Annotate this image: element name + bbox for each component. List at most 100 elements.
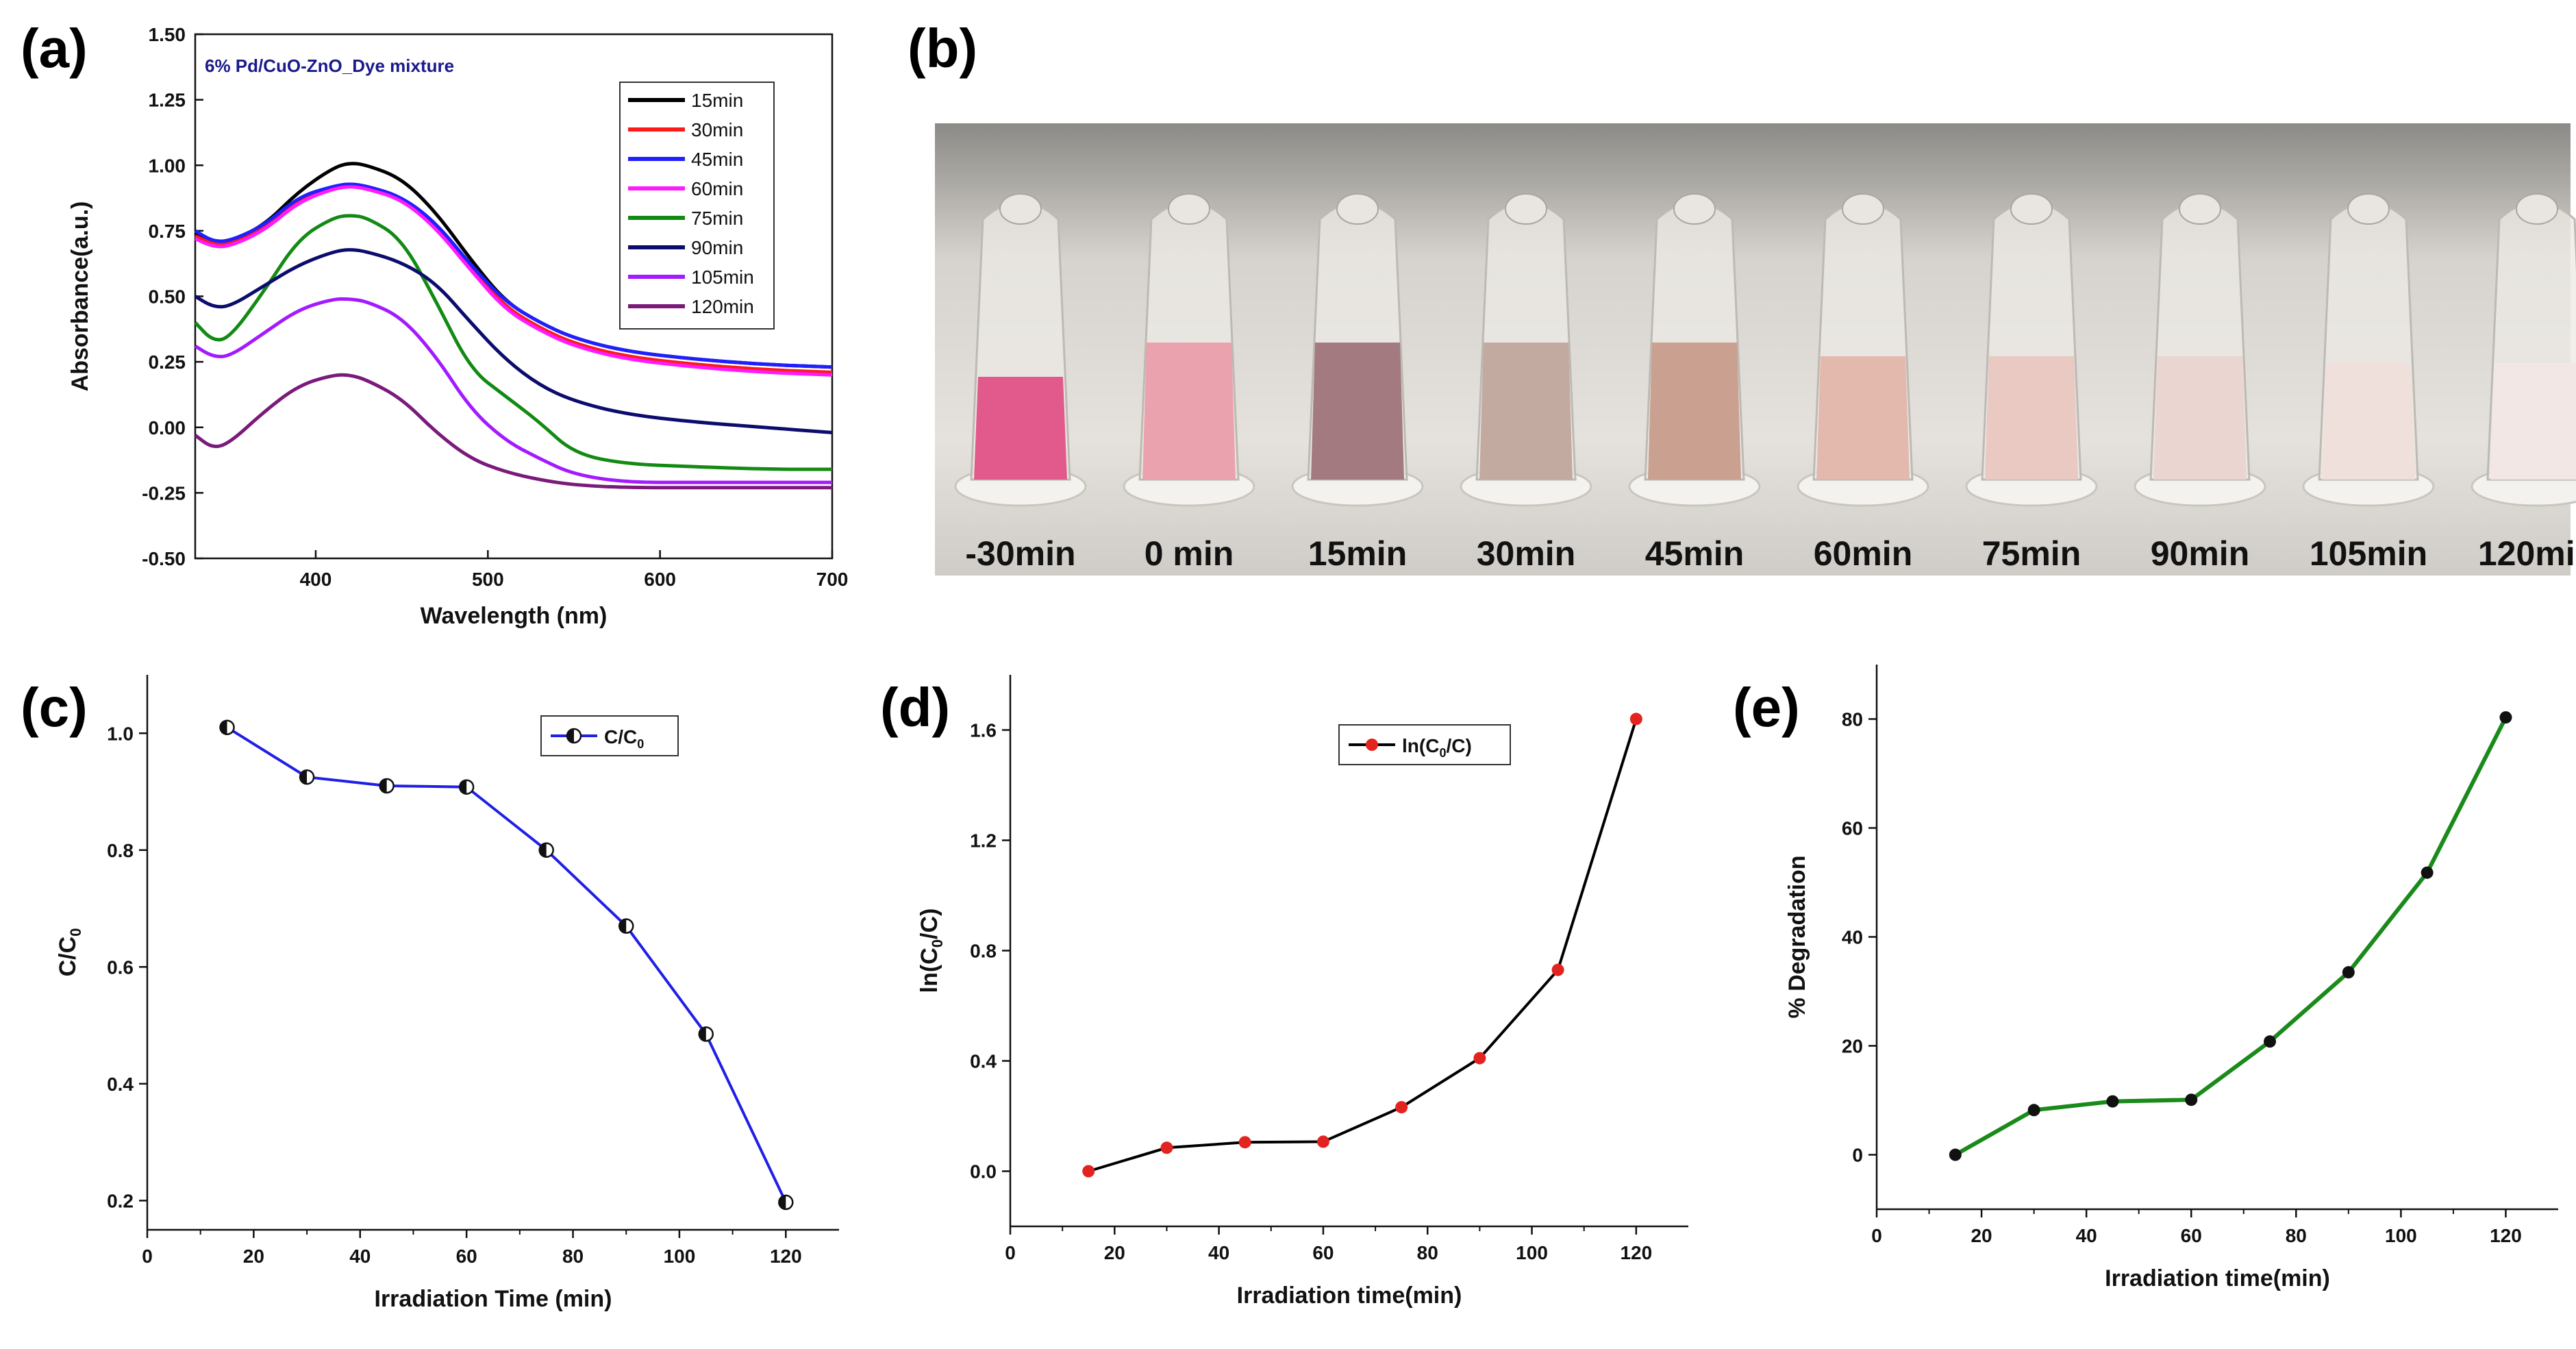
vial-cap xyxy=(999,193,1042,225)
c-legend-sub: 0 xyxy=(637,737,644,751)
c-xtick-label: 100 xyxy=(664,1246,696,1267)
vial-cap xyxy=(2516,193,2558,225)
d-ytick-label: 1.6 xyxy=(970,720,997,741)
vial-liquid xyxy=(974,377,1067,480)
a-xtick-label: 500 xyxy=(472,569,504,590)
a-legend-label: 105min xyxy=(691,267,754,288)
c-point-half xyxy=(539,843,547,857)
vial-liquid xyxy=(1648,343,1741,480)
d-ytick-label: 1.2 xyxy=(970,830,997,852)
vial-label-3: 30min xyxy=(1477,534,1576,573)
vial-0 xyxy=(954,193,1087,507)
panel-label-d: (d) xyxy=(880,677,950,738)
d-xtick-label: 80 xyxy=(1417,1242,1438,1263)
e-ytick-label: 60 xyxy=(1842,818,1863,839)
a-ytick-label: 0.00 xyxy=(149,417,186,438)
d-xtick-label: 60 xyxy=(1312,1242,1334,1263)
d-ytick-label: 0.8 xyxy=(970,941,997,962)
e-xtick-label: 40 xyxy=(2076,1225,2097,1246)
d-point xyxy=(1395,1101,1408,1114)
e-xtick-label: 20 xyxy=(1971,1225,1992,1246)
vial-label-8: 105min xyxy=(2310,534,2427,573)
c-xtick-label: 40 xyxy=(349,1246,371,1267)
d-point xyxy=(1551,963,1564,976)
e-ytick-label: 80 xyxy=(1842,709,1863,730)
chart-c-concentration: 0.2 0.4 0.6 0.8 1.0 0 20 40 60 80 100 120 Irradiatio… xyxy=(55,675,839,1312)
e-ytick-label: 40 xyxy=(1842,927,1863,948)
e-point xyxy=(2027,1104,2040,1117)
c-xlabel: Irradiation Time (min) xyxy=(375,1286,612,1312)
vial-7 xyxy=(2134,193,2266,507)
panel-label-c: (c) xyxy=(21,677,88,738)
vial-cap xyxy=(2347,193,2390,225)
vial-1 xyxy=(1123,193,1255,507)
e-series-line xyxy=(1954,716,2508,1157)
c-xtick-label: 0 xyxy=(142,1246,153,1267)
e-point xyxy=(2342,966,2355,979)
vial-liquid xyxy=(2153,356,2247,480)
vial-label-5: 60min xyxy=(1814,534,1913,573)
vial-liquid xyxy=(1311,343,1404,480)
e-xlabel: Irradiation time(min) xyxy=(2105,1265,2330,1291)
c-xtick-label: 120 xyxy=(770,1246,802,1267)
a-xtick-label: 400 xyxy=(300,569,332,590)
vial-cap xyxy=(1673,193,1716,225)
vial-label-9: 120min xyxy=(2478,534,2576,573)
e-point xyxy=(1949,1148,1962,1161)
vial-cap xyxy=(1168,193,1210,225)
a-legend-label: 15min xyxy=(691,90,743,111)
chart-d-ln-ratio: 0.0 0.4 0.8 1.2 1.6 0 20 40 60 80 100 120 Irradiatio… xyxy=(916,675,1688,1309)
c-point-half xyxy=(779,1195,786,1209)
c-ytick-label: 1.0 xyxy=(107,723,134,744)
vial-9 xyxy=(2471,193,2576,507)
vial-liquid xyxy=(2322,363,2415,480)
c-xtick-label: 20 xyxy=(243,1246,264,1267)
vial-photo: -30min 0 min 15min 30min 45min 60min 75min 90mi… xyxy=(935,123,2576,576)
vial-5 xyxy=(1797,193,1929,507)
a-ytick-label: 0.25 xyxy=(149,351,186,373)
vial-cap xyxy=(2010,193,2053,225)
e-xtick-label: 80 xyxy=(2286,1225,2307,1246)
a-title: 6% Pd/CuO-ZnO_Dye mixture xyxy=(205,55,454,76)
d-ylabel-post: /C) xyxy=(916,908,942,939)
e-xtick-label: 120 xyxy=(2490,1225,2522,1246)
vial-label-1: 0 min xyxy=(1145,534,1234,573)
a-legend-box xyxy=(619,82,775,330)
d-ytick-label: 0.0 xyxy=(970,1161,997,1183)
d-ylabel-sub: 0 xyxy=(929,939,946,948)
e-point xyxy=(2264,1035,2277,1048)
e-xtick-label: 100 xyxy=(2385,1225,2417,1246)
e-point xyxy=(2106,1095,2119,1108)
a-ytick-label: 1.00 xyxy=(149,155,186,176)
vial-label-7: 90min xyxy=(2151,534,2250,573)
vial-cap xyxy=(1336,193,1379,225)
a-legend-label: 30min xyxy=(691,119,743,140)
vial-8 xyxy=(2302,193,2435,507)
a-series-120min xyxy=(194,373,832,490)
a-series-45min xyxy=(194,182,833,369)
c-ylabel-sub: 0 xyxy=(67,928,84,937)
d-legend-sub: 0 xyxy=(1439,746,1446,760)
a-series-60min xyxy=(194,185,833,377)
a-xlabel: Wavelength (nm) xyxy=(421,603,608,629)
e-ytick-label: 0 xyxy=(1852,1145,1863,1166)
a-series-90min xyxy=(194,248,833,434)
c-ylabel: C/C0 xyxy=(55,928,84,977)
a-ylabel: Absorbance(a.u.) xyxy=(67,201,93,392)
d-xtick-label: 120 xyxy=(1620,1242,1652,1263)
vial-liquid xyxy=(1816,356,1910,480)
c-point-half xyxy=(220,720,227,734)
chart-a-absorbance: -0.50 -0.25 0.00 0.25 0.50 0.75 1.00 1.25 1.50 40… xyxy=(67,24,848,629)
d-point xyxy=(1629,713,1642,726)
vial-liquid xyxy=(2490,363,2576,480)
d-xtick-label: 40 xyxy=(1208,1242,1229,1263)
d-point xyxy=(1473,1052,1486,1065)
vial-liquid xyxy=(1479,343,1573,480)
e-point xyxy=(2421,866,2434,879)
e-ylabel: % Degradation xyxy=(1784,855,1810,1018)
e-ytick-label: 20 xyxy=(1842,1036,1863,1057)
c-point-half xyxy=(619,919,627,933)
c-legend-marker-half xyxy=(567,729,574,743)
d-point xyxy=(1160,1141,1173,1154)
